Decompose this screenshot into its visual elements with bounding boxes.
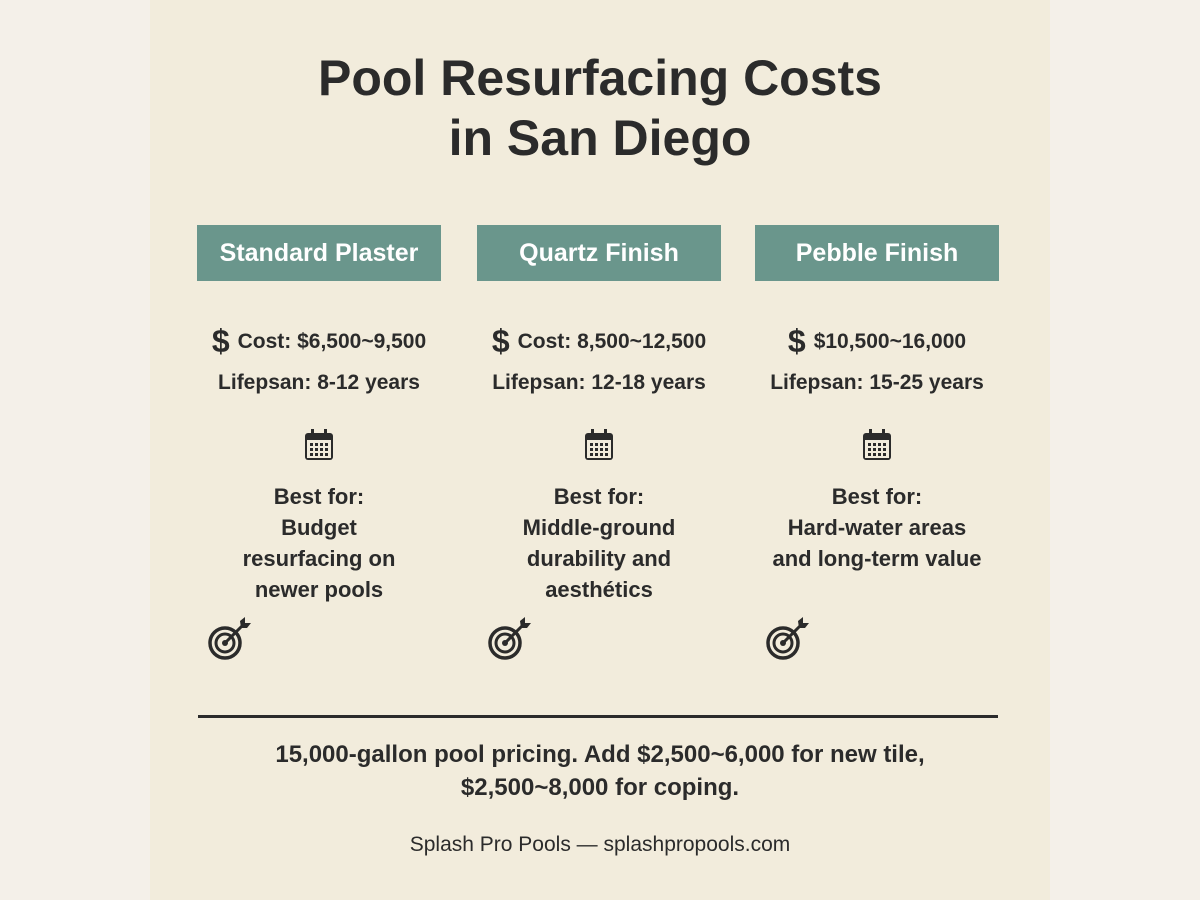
- column-heading: Standard Plaster: [197, 225, 441, 281]
- column-heading: Quartz Finish: [477, 225, 721, 281]
- calendar-icon: [863, 429, 891, 460]
- cost-text: Cost: $6,500~9,500: [237, 329, 427, 353]
- finish-column: Standard Plaster $ Cost: $6,500~9,500 Li…: [197, 225, 441, 660]
- finish-column: Quartz Finish $ Cost: 8,500~12,500 Lifep…: [477, 225, 721, 660]
- dollar-icon: $: [787, 323, 806, 359]
- lifespan-text: Lifepsan: 8-12 years: [218, 371, 420, 394]
- footnote-line-2: $2,500~8,000 for coping.: [460, 774, 740, 801]
- best-for-label: Best for:: [553, 484, 645, 509]
- cost-text: $10,500~16,000: [813, 329, 967, 353]
- best-for-label: Best for:: [831, 484, 923, 509]
- divider: [198, 715, 998, 718]
- best-for: Best for: Hard-water areas and long-term…: [755, 481, 999, 574]
- cost-row: $ Cost: $6,500~9,500: [187, 323, 451, 360]
- calendar-icon: [305, 429, 333, 460]
- best-for: Best for: Budget resurfacing on newer po…: [197, 481, 441, 605]
- credit: Splash Pro Pools — splashpropools.com: [409, 833, 791, 856]
- column-heading: Pebble Finish: [755, 225, 999, 281]
- cost-row: $ $10,500~16,000: [745, 323, 1009, 360]
- dollar-icon: $: [211, 323, 230, 359]
- page-title: Pool Resurfacing Costs in San Diego: [0, 48, 1200, 168]
- lifespan-text: Lifepsan: 12-18 years: [492, 371, 706, 394]
- title-line-1: Pool Resurfacing Costs: [318, 50, 882, 106]
- title-line-2: in San Diego: [448, 110, 752, 166]
- footnote: 15,000-gallon pool pricing. Add $2,500~6…: [0, 738, 1200, 804]
- target-icon: [488, 617, 531, 660]
- best-for-text: Hard-water areas and long-term value: [772, 515, 982, 571]
- best-for-label: Best for:: [273, 484, 365, 509]
- cost-row: $ Cost: 8,500~12,500: [467, 323, 731, 360]
- cost-text: Cost: 8,500~12,500: [517, 329, 707, 353]
- target-icon: [208, 617, 251, 660]
- dollar-icon: $: [491, 323, 510, 359]
- target-icon: [766, 617, 809, 660]
- footnote-line-1: 15,000-gallon pool pricing. Add $2,500~6…: [275, 741, 925, 768]
- lifespan-text: Lifepsan: 15-25 years: [770, 371, 984, 394]
- best-for-text: Budget resurfacing on newer pools: [242, 515, 396, 602]
- best-for-text: Middle-ground durability and aesthétics: [522, 515, 676, 602]
- calendar-icon: [585, 429, 613, 460]
- finish-column: Pebble Finish $ $10,500~16,000 Lifepsan:…: [755, 225, 999, 660]
- best-for: Best for: Middle-ground durability and a…: [477, 481, 721, 605]
